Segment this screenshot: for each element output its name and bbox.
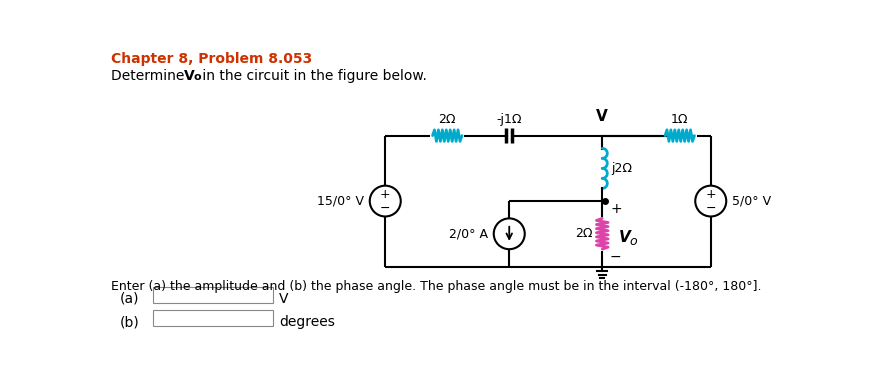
Text: 15/0° V: 15/0° V bbox=[316, 195, 364, 207]
Text: -j1Ω: -j1Ω bbox=[497, 113, 522, 126]
Text: in the circuit in the figure below.: in the circuit in the figure below. bbox=[198, 69, 427, 83]
Text: 2Ω: 2Ω bbox=[574, 227, 592, 240]
Text: 2/0° A: 2/0° A bbox=[448, 227, 487, 240]
Text: −: − bbox=[706, 201, 716, 214]
Text: +: + bbox=[380, 188, 390, 201]
Text: V: V bbox=[279, 292, 289, 306]
Text: Determine: Determine bbox=[111, 69, 189, 83]
Text: (a): (a) bbox=[120, 292, 139, 306]
FancyBboxPatch shape bbox=[152, 287, 273, 303]
Text: o: o bbox=[629, 235, 637, 248]
Text: (b): (b) bbox=[120, 315, 139, 329]
Text: −: − bbox=[610, 250, 622, 264]
Text: Chapter 8, Problem 8.053: Chapter 8, Problem 8.053 bbox=[111, 53, 312, 66]
Text: −: − bbox=[380, 201, 390, 214]
Text: 1Ω: 1Ω bbox=[671, 113, 688, 126]
Text: V: V bbox=[596, 109, 608, 124]
Text: +: + bbox=[610, 202, 622, 216]
Text: +: + bbox=[706, 188, 716, 201]
Text: 2Ω: 2Ω bbox=[439, 113, 456, 126]
Text: Enter (a) the amplitude and (b) the phase angle. The phase angle must be in the : Enter (a) the amplitude and (b) the phas… bbox=[111, 280, 761, 292]
Text: V: V bbox=[619, 230, 631, 245]
Text: o: o bbox=[194, 72, 202, 82]
FancyBboxPatch shape bbox=[152, 310, 273, 326]
Text: j2Ω: j2Ω bbox=[611, 162, 633, 175]
Text: degrees: degrees bbox=[279, 315, 335, 329]
Text: V: V bbox=[184, 69, 195, 83]
Text: 5/0° V: 5/0° V bbox=[732, 195, 772, 207]
